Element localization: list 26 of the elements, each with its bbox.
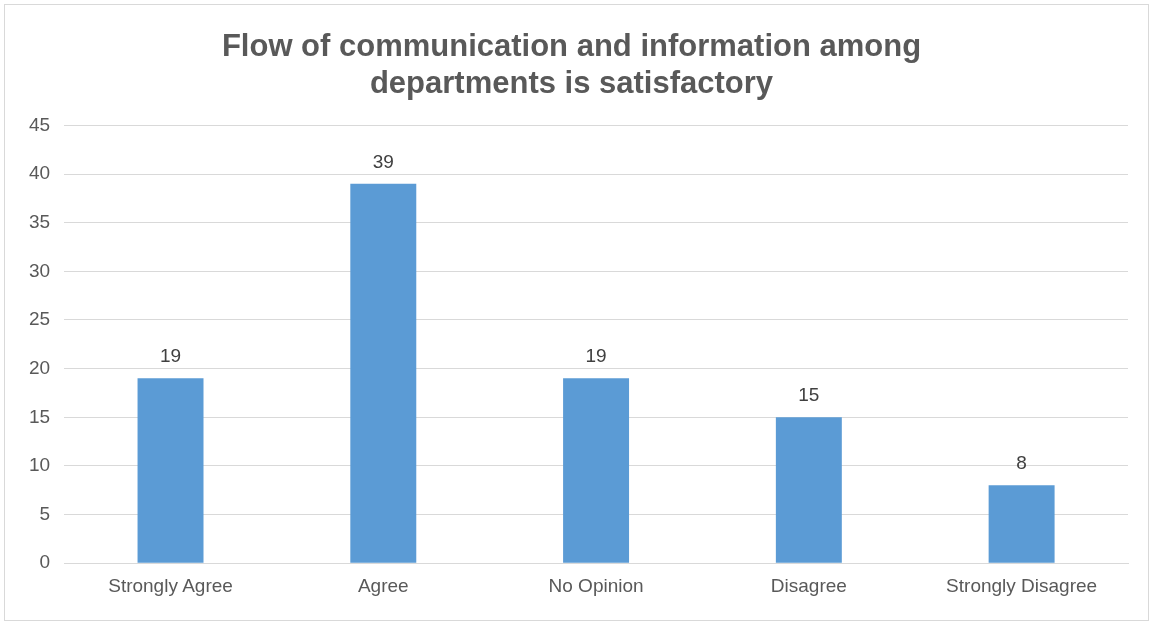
y-tick-label: 35	[28, 210, 51, 232]
data-label: 19	[159, 345, 182, 367]
y-tick-label: 20	[28, 356, 51, 378]
bar	[563, 378, 630, 563]
bar	[350, 183, 417, 563]
y-tick-label: 5	[39, 502, 51, 524]
data-label: 39	[372, 150, 394, 172]
x-tick-label: No Opinion	[548, 574, 644, 596]
y-tick-label: 40	[28, 162, 51, 184]
x-tick-label: Disagree	[770, 574, 847, 596]
bar	[775, 417, 842, 563]
bar	[137, 378, 204, 563]
y-tick-label: 0	[39, 551, 51, 573]
y-tick-label: 25	[28, 308, 51, 330]
bar	[988, 485, 1055, 563]
y-tick-label: 15	[28, 405, 51, 427]
data-label: 15	[798, 384, 820, 405]
x-tick-label: Strongly Disagree	[946, 574, 1098, 596]
data-label: 19	[585, 345, 607, 367]
x-tick-label: Strongly Agree	[108, 574, 233, 596]
data-label: 8	[1016, 452, 1027, 474]
y-tick-label: 30	[28, 259, 51, 281]
x-tick-label: Agree	[357, 574, 409, 596]
y-tick-label: 45	[28, 113, 51, 135]
y-tick-label: 10	[28, 454, 51, 476]
chart-title: Flow of communication and information among departments is satisfactory	[221, 28, 922, 101]
